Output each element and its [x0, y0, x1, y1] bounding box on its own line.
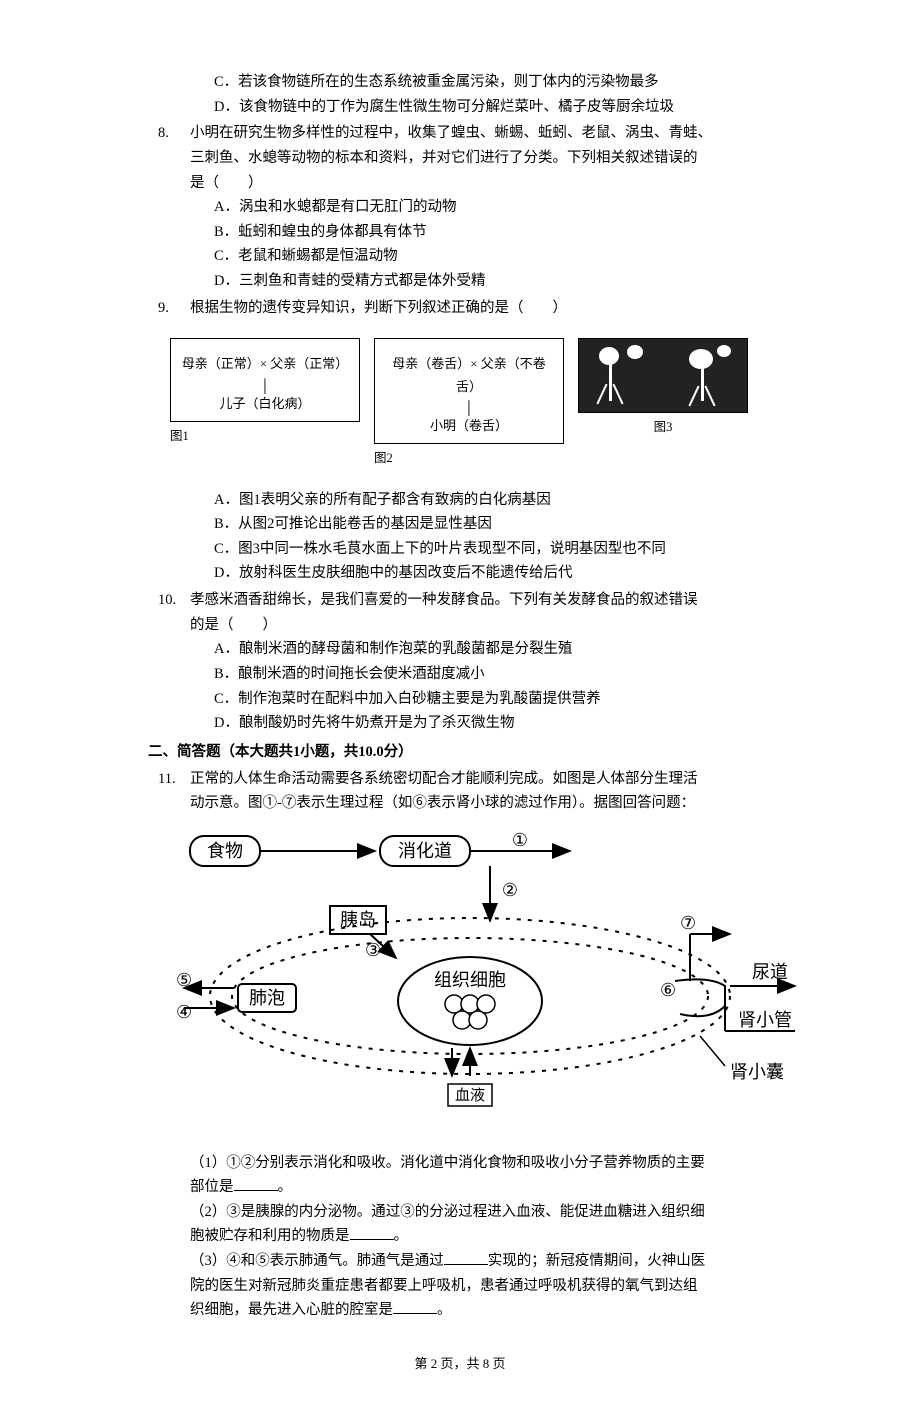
q8-stem-line3: 是（ ）: [190, 171, 820, 196]
svg-text:①: ①: [512, 830, 528, 850]
q8-number: 8.: [158, 121, 169, 146]
q11-p3-line2: 院的医生对新冠肺炎重症患者都要上呼吸机，患者通过呼吸机获得的氧气到达组: [190, 1274, 820, 1299]
q11-p2-line1: （2）③是胰腺的内分泌物。通过③的分泌过程进入血液、能促进血糖进入组织细: [190, 1200, 820, 1225]
q11-stem-line1: 正常的人体生命活动需要各系统密切配合才能顺利完成。如图是人体部分生理活: [190, 767, 820, 792]
q11-p1-line1: （1）①②分别表示消化和吸收。消化道中消化食物和吸收小分子营养物质的主要: [190, 1151, 820, 1176]
q10-number: 10.: [158, 588, 176, 613]
q11-p3-line3: 织细胞，最先进入心脏的腔室是。: [190, 1298, 820, 1323]
q10-stem-line2: 的是（ ）: [190, 613, 820, 638]
q9-diagram-3: 图3: [578, 338, 748, 438]
blank-input[interactable]: [444, 1251, 488, 1265]
question-11: 11. 正常的人体生命活动需要各系统密切配合才能顺利完成。如图是人体部分生理活 …: [190, 767, 820, 1323]
q9-option-b: B．从图2可推论出能卷舌的基因是显性基因: [190, 512, 820, 537]
q11-p1-line2: 部位是。: [190, 1175, 820, 1200]
q9-option-c: C．图3中同一株水毛茛水面上下的叶片表现型不同，说明基因型也不同: [190, 537, 820, 562]
arrow-down-icon: │: [383, 400, 555, 416]
svg-text:⑦: ⑦: [680, 913, 696, 933]
section-2-title: 二、简答题（本大题共1小题，共10.0分）: [148, 740, 820, 765]
q9-option-a: A．图1表明父亲的所有配子都含有致病的白化病基因: [190, 488, 820, 513]
question-10: 10. 孝感米酒香甜绵长，是我们喜爱的一种发酵食品。下列有关发酵食品的叙述错误 …: [190, 588, 820, 736]
svg-text:⑥: ⑥: [660, 980, 676, 1000]
q9-d3-image: [578, 338, 748, 413]
q11-number: 11.: [158, 767, 176, 792]
svg-text:食物: 食物: [207, 841, 243, 861]
q9-d3-caption: 图3: [654, 417, 673, 438]
q7-option-c: C．若该食物链所在的生态系统被重金属污染，则丁体内的污染物最多: [190, 70, 820, 95]
q8-option-d: D．三刺鱼和青蛙的受精方式都是体外受精: [190, 269, 820, 294]
q11-physiology-diagram: 食物 消化道 ① ② 胰岛 ③: [170, 826, 810, 1135]
question-7-continued: C．若该食物链所在的生态系统被重金属污染，则丁体内的污染物最多 D．该食物链中的…: [190, 70, 820, 119]
blank-input[interactable]: [234, 1177, 278, 1191]
q9-d1-parents: 母亲（正常）× 父亲（正常）: [179, 353, 351, 375]
q8-stem-line1: 小明在研究生物多样性的过程中，收集了蝗虫、蜥蜴、蚯蚓、老鼠、涡虫、青蛙、: [190, 121, 820, 146]
q9-stem: 根据生物的遗传变异知识，判断下列叙述正确的是（ ）: [190, 296, 820, 321]
q8-option-c: C．老鼠和蜥蜴都是恒温动物: [190, 244, 820, 269]
blank-input[interactable]: [350, 1226, 394, 1240]
q11-stem-line2: 动示意。图①-⑦表示生理过程（如⑥表示肾小球的滤过作用）。据图回答问题：: [190, 791, 820, 816]
physiology-svg: 食物 消化道 ① ② 胰岛 ③: [170, 826, 810, 1126]
q10-option-a: A．酿制米酒的酵母菌和制作泡菜的乳酸菌都是分裂生殖: [190, 637, 820, 662]
q11-p3-line1: （3）④和⑤表示肺通气。肺通气是通过实现的；新冠疫情期间，火神山医: [190, 1249, 820, 1274]
q9-number: 9.: [158, 296, 169, 321]
svg-text:肾小囊: 肾小囊: [730, 1062, 784, 1082]
q9-diagrams: 母亲（正常）× 父亲（正常） │ 儿子（白化病） 图1 母亲（卷舌）× 父亲（不…: [170, 338, 820, 469]
q9-option-d: D．放射科医生皮肤细胞中的基因改变后不能遗传给后代: [190, 561, 820, 586]
q9-diagram-2: 母亲（卷舌）× 父亲（不卷舌） │ 小明（卷舌） 图2: [374, 338, 564, 469]
svg-text:肾小管: 肾小管: [738, 1010, 792, 1030]
q9-d1-caption: 图1: [170, 426, 360, 447]
q10-option-c: C．制作泡菜时在配料中加入白砂糖主要是为乳酸菌提供营养: [190, 687, 820, 712]
svg-text:肺泡: 肺泡: [249, 988, 285, 1008]
blank-input[interactable]: [393, 1300, 437, 1314]
q9-diagram-1: 母亲（正常）× 父亲（正常） │ 儿子（白化病） 图1: [170, 338, 360, 447]
svg-text:④: ④: [176, 1002, 192, 1022]
q8-option-b: B．蚯蚓和蝗虫的身体都具有体节: [190, 220, 820, 245]
q8-stem-line2: 三刺鱼、水螅等动物的标本和资料，并对它们进行了分类。下列相关叙述错误的: [190, 146, 820, 171]
svg-text:胰岛: 胰岛: [340, 910, 376, 930]
q8-option-a: A．涡虫和水螅都是有口无肛门的动物: [190, 195, 820, 220]
q9-d2-child: 小明（卷舌）: [383, 415, 555, 437]
q9-d2-parents: 母亲（卷舌）× 父亲（不卷舌）: [383, 353, 555, 397]
svg-text:组织细胞: 组织细胞: [434, 970, 506, 990]
q10-stem-line1: 孝感米酒香甜绵长，是我们喜爱的一种发酵食品。下列有关发酵食品的叙述错误: [190, 588, 820, 613]
svg-text:②: ②: [502, 880, 518, 900]
svg-text:血液: 血液: [455, 1087, 485, 1104]
question-9: 9. 根据生物的遗传变异知识，判断下列叙述正确的是（ ） 母亲（正常）× 父亲（…: [190, 296, 820, 586]
q10-option-b: B．酿制米酒的时间拖长会使米酒甜度减小: [190, 662, 820, 687]
page-footer: 第 2 页，共 8 页: [50, 1353, 870, 1375]
q10-option-d: D．酿制酸奶时先将牛奶煮开是为了杀灭微生物: [190, 711, 820, 736]
q7-option-d: D．该食物链中的丁作为腐生性微生物可分解烂菜叶、橘子皮等厨余垃圾: [190, 95, 820, 120]
question-8: 8. 小明在研究生物多样性的过程中，收集了蝗虫、蜥蜴、蚯蚓、老鼠、涡虫、青蛙、 …: [190, 121, 820, 293]
svg-text:⑤: ⑤: [176, 970, 192, 990]
svg-text:消化道: 消化道: [398, 841, 452, 861]
q9-d2-caption: 图2: [374, 448, 564, 469]
q9-d1-child: 儿子（白化病）: [179, 393, 351, 415]
arrow-down-icon: │: [179, 378, 351, 394]
q11-p2-line2: 胞被贮存和利用的物质是。: [190, 1224, 820, 1249]
svg-text:尿道: 尿道: [752, 962, 788, 982]
